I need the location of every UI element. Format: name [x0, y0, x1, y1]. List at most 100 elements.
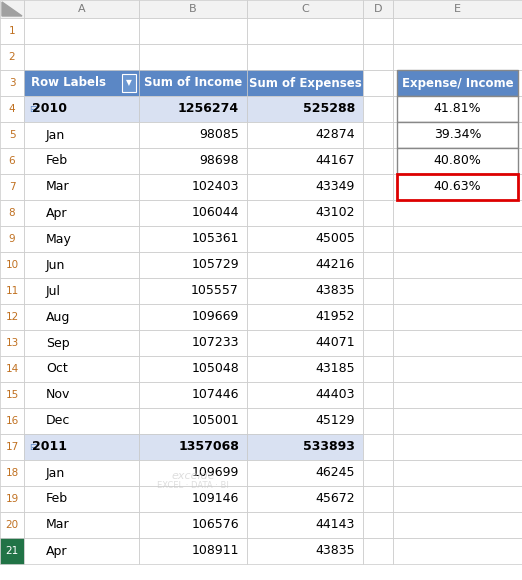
Bar — [139, 252, 247, 278]
Text: 44167: 44167 — [315, 154, 355, 168]
Bar — [363, 174, 393, 200]
Text: 106044: 106044 — [192, 206, 239, 219]
Bar — [363, 226, 393, 252]
Text: 1357068: 1357068 — [178, 440, 239, 454]
Bar — [139, 0, 247, 18]
Bar — [0, 512, 24, 538]
Bar — [393, 200, 522, 226]
Bar — [247, 200, 363, 226]
Bar — [0, 356, 24, 382]
Text: 43185: 43185 — [315, 362, 355, 375]
Text: 41.81%: 41.81% — [434, 103, 481, 115]
Text: 42874: 42874 — [315, 129, 355, 142]
Text: 6: 6 — [9, 156, 15, 166]
Bar — [139, 382, 247, 408]
Bar — [24, 330, 139, 356]
Bar — [24, 434, 139, 460]
Text: Sum of Expenses: Sum of Expenses — [248, 77, 361, 89]
Bar — [0, 122, 24, 148]
Text: 107233: 107233 — [192, 336, 239, 350]
Text: 105557: 105557 — [191, 285, 239, 298]
Text: 109669: 109669 — [192, 310, 239, 324]
Bar — [122, 74, 136, 92]
Text: ⊟: ⊟ — [29, 443, 37, 451]
Bar — [0, 382, 24, 408]
Bar — [139, 330, 247, 356]
Text: 107446: 107446 — [192, 389, 239, 401]
Bar — [0, 538, 24, 564]
Bar — [363, 252, 393, 278]
Text: 45129: 45129 — [315, 415, 355, 427]
Bar — [139, 434, 247, 460]
Text: 44071: 44071 — [315, 336, 355, 350]
Text: Sum of Income: Sum of Income — [144, 77, 242, 89]
Bar — [247, 460, 363, 486]
Bar — [363, 70, 393, 96]
Bar — [0, 148, 24, 174]
Bar — [0, 278, 24, 304]
Bar — [247, 70, 363, 96]
Bar — [397, 70, 518, 96]
Bar — [393, 70, 522, 96]
Text: 18: 18 — [5, 468, 19, 478]
Text: 8: 8 — [9, 208, 15, 218]
Text: 17: 17 — [5, 442, 19, 452]
Bar — [393, 434, 522, 460]
Text: 21: 21 — [5, 546, 19, 556]
Text: 105361: 105361 — [192, 233, 239, 245]
Bar — [393, 278, 522, 304]
Bar — [247, 486, 363, 512]
Bar — [363, 0, 393, 18]
Text: 2011: 2011 — [32, 440, 67, 454]
Bar — [363, 330, 393, 356]
Bar — [397, 148, 518, 174]
Text: ▼: ▼ — [126, 78, 132, 88]
Bar — [393, 44, 522, 70]
Bar — [363, 408, 393, 434]
Bar — [247, 408, 363, 434]
Text: 43835: 43835 — [315, 285, 355, 298]
Bar — [24, 460, 139, 486]
Text: 10: 10 — [5, 260, 19, 270]
Bar — [247, 148, 363, 174]
Bar — [363, 278, 393, 304]
Bar — [139, 200, 247, 226]
Bar — [139, 148, 247, 174]
Bar — [363, 460, 393, 486]
Text: 45672: 45672 — [315, 492, 355, 506]
Text: 14: 14 — [5, 364, 19, 374]
Text: ⊟: ⊟ — [29, 104, 37, 114]
Text: 15: 15 — [5, 390, 19, 400]
Bar — [139, 226, 247, 252]
Text: 109699: 109699 — [192, 466, 239, 480]
Bar — [397, 122, 518, 148]
Bar — [139, 460, 247, 486]
Bar — [0, 434, 24, 460]
Text: 45005: 45005 — [315, 233, 355, 245]
Bar — [363, 434, 393, 460]
Bar — [139, 538, 247, 564]
Text: Feb: Feb — [46, 154, 68, 168]
Bar — [24, 382, 139, 408]
Text: 533893: 533893 — [303, 440, 355, 454]
Bar — [24, 278, 139, 304]
Bar — [24, 122, 139, 148]
Bar — [247, 96, 363, 122]
Text: A: A — [78, 4, 85, 14]
Bar — [363, 18, 393, 44]
Text: 108911: 108911 — [192, 545, 239, 557]
Bar — [24, 174, 139, 200]
Bar — [0, 174, 24, 200]
Bar — [24, 486, 139, 512]
Bar — [24, 538, 139, 564]
Text: 5: 5 — [9, 130, 15, 140]
Bar — [0, 252, 24, 278]
Text: 43102: 43102 — [315, 206, 355, 219]
Bar — [393, 356, 522, 382]
Text: Dec: Dec — [46, 415, 70, 427]
Bar — [24, 226, 139, 252]
Bar — [363, 356, 393, 382]
Text: 4: 4 — [9, 104, 15, 114]
Bar — [24, 512, 139, 538]
Bar — [139, 122, 247, 148]
